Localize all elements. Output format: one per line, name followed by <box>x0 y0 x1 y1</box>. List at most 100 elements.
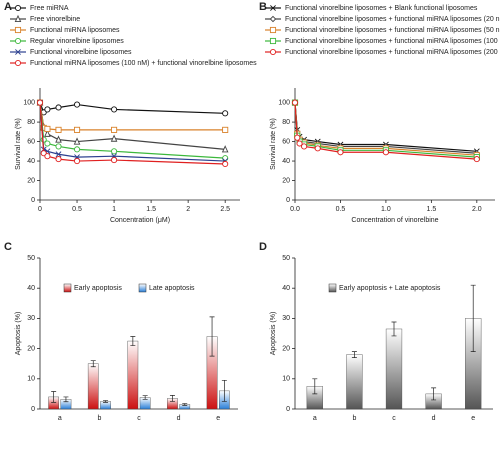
legend-swatch <box>138 283 147 293</box>
marker <box>44 125 51 132</box>
legend-label: Free miRNA <box>30 5 69 12</box>
legend-label: Functional vinorelbine liposomes + Blank… <box>285 5 478 12</box>
y-tick-label: 100 <box>278 99 290 106</box>
y-tick-label: 80 <box>27 119 35 126</box>
marker <box>55 126 62 133</box>
marker <box>73 126 81 133</box>
y-tick-label: 20 <box>27 345 35 352</box>
y-tick-label: 40 <box>27 285 35 292</box>
y-tick-label: 30 <box>282 315 290 322</box>
error-bar <box>431 387 437 401</box>
x-tick-label: 1.0 <box>381 206 391 213</box>
marker <box>73 137 81 145</box>
error-bar <box>90 360 96 368</box>
legend-label: Functional miRNA liposomes <box>30 27 120 34</box>
y-tick-label: 40 <box>282 158 290 165</box>
marker <box>111 157 118 164</box>
y-tick-label: 60 <box>282 138 290 145</box>
x-tick-label: 0.0 <box>290 206 300 213</box>
error-bar <box>182 403 188 406</box>
marker <box>314 145 321 152</box>
legend-marker <box>14 37 22 45</box>
bar <box>127 340 139 410</box>
series-line <box>39 102 226 114</box>
marker <box>221 145 229 153</box>
marker <box>111 106 118 113</box>
x-tick-label: 1.5 <box>426 206 436 213</box>
error-bar <box>351 351 357 359</box>
x-tick-label: 2 <box>186 206 190 213</box>
error-bar <box>103 400 109 403</box>
legend-label: Free vinorelbine <box>30 16 80 23</box>
legend-marker <box>14 4 22 12</box>
x-tick-label: 2.5 <box>220 206 230 213</box>
error-bar <box>221 379 227 402</box>
x-tick-label: d <box>432 415 436 422</box>
marker <box>44 106 51 113</box>
marker <box>73 157 81 165</box>
y-axis-label: Apoptosis (%) <box>15 312 22 356</box>
x-tick-label: e <box>471 415 475 422</box>
panel-label: D <box>259 241 267 253</box>
y-tick-label: 40 <box>27 158 35 165</box>
bar <box>87 363 99 410</box>
y-tick-label: 0 <box>31 197 35 204</box>
y-tick-label: 0 <box>286 197 290 204</box>
marker <box>111 126 118 133</box>
y-tick-label: 0 <box>31 406 35 413</box>
marker <box>301 143 308 150</box>
x-tick-label: 0.5 <box>336 206 346 213</box>
y-tick-label: 10 <box>282 376 290 383</box>
legend-label: Functional vinorelbine liposomes + funct… <box>285 38 500 45</box>
y-tick-label: 50 <box>27 255 35 262</box>
error-bar <box>169 395 175 402</box>
legend-label: Late apoptosis <box>149 285 195 292</box>
marker <box>44 129 51 137</box>
marker <box>296 140 303 147</box>
y-tick-label: 40 <box>282 285 290 292</box>
error-bar <box>391 321 397 337</box>
y-tick-label: 100 <box>23 99 35 106</box>
marker <box>55 104 62 111</box>
legend-marker <box>269 26 277 34</box>
panel-label: B <box>259 1 267 13</box>
x-tick-label: d <box>177 415 181 422</box>
legend-marker <box>14 59 22 67</box>
x-tick-label: 0 <box>38 206 42 213</box>
x-tick-label: b <box>97 415 101 422</box>
marker <box>222 110 229 117</box>
y-tick-label: 10 <box>27 376 35 383</box>
marker <box>473 156 480 163</box>
marker <box>222 155 229 162</box>
x-axis-label: Concentration (μM) <box>110 217 170 224</box>
marker <box>337 149 344 156</box>
y-tick-label: 80 <box>282 119 290 126</box>
legend-marker <box>14 26 22 34</box>
marker <box>55 135 62 143</box>
legend-marker <box>269 15 277 23</box>
legend-label: Functional vinorelbine liposomes + funct… <box>285 16 500 23</box>
marker <box>111 148 118 155</box>
marker <box>382 149 389 156</box>
x-tick-label: a <box>313 415 317 422</box>
x-tick-label: 1 <box>112 206 116 213</box>
x-tick-label: 2.0 <box>472 206 482 213</box>
legend-label: Early apoptosis <box>74 285 122 292</box>
marker <box>291 99 299 106</box>
legend-swatch <box>63 283 72 293</box>
error-bar <box>130 336 136 346</box>
marker <box>44 153 51 160</box>
marker <box>73 146 81 153</box>
marker <box>55 156 62 163</box>
marker <box>44 140 51 147</box>
y-tick-label: 20 <box>282 345 290 352</box>
legend-marker <box>270 5 276 11</box>
y-tick-label: 0 <box>286 406 290 413</box>
legend-swatch <box>328 283 337 293</box>
x-axis-label: Concentration of vinorelbine <box>351 217 438 224</box>
error-bar <box>209 316 215 357</box>
y-tick-label: 50 <box>282 255 290 262</box>
x-tick-label: e <box>216 415 220 422</box>
y-tick-label: 20 <box>27 177 35 184</box>
x-tick-label: 1.5 <box>146 206 156 213</box>
